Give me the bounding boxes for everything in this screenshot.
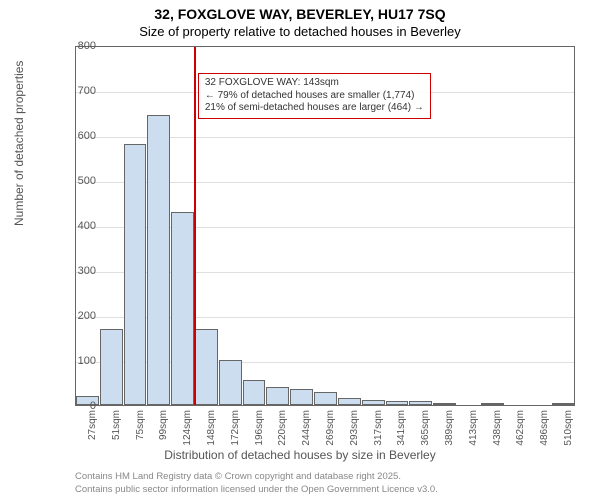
histogram-bar (552, 403, 575, 405)
histogram-bar (195, 329, 218, 406)
x-tick-label: 148sqm (206, 410, 217, 460)
y-tick-label: 600 (56, 130, 96, 142)
histogram-bar (243, 380, 266, 405)
x-tick-label: 486sqm (539, 410, 550, 460)
x-tick-label: 27sqm (87, 410, 98, 460)
y-tick-label: 400 (56, 220, 96, 232)
marker-line (194, 47, 196, 405)
x-tick-label: 317sqm (373, 410, 384, 460)
credits: Contains HM Land Registry data © Crown c… (75, 471, 438, 496)
x-tick-label: 75sqm (135, 410, 146, 460)
x-tick-label: 220sqm (277, 410, 288, 460)
histogram-bar (314, 392, 337, 406)
callout-line: ← 79% of detached houses are smaller (1,… (205, 90, 424, 103)
histogram-bar (171, 212, 194, 406)
histogram-bar (409, 401, 432, 405)
histogram-bar (124, 144, 147, 405)
chart-title-1: 32, FOXGLOVE WAY, BEVERLEY, HU17 7SQ (0, 0, 600, 22)
x-tick-label: 389sqm (444, 410, 455, 460)
x-tick-label: 172sqm (230, 410, 241, 460)
histogram-bar (386, 401, 409, 406)
chart-container: 32, FOXGLOVE WAY, BEVERLEY, HU17 7SQ Siz… (0, 0, 600, 500)
y-tick-label: 300 (56, 265, 96, 277)
histogram-bar (362, 400, 385, 405)
x-tick-label: 99sqm (158, 410, 169, 460)
y-tick-label: 200 (56, 310, 96, 322)
chart-title-2: Size of property relative to detached ho… (0, 22, 600, 39)
x-tick-label: 124sqm (182, 410, 193, 460)
y-tick-label: 800 (56, 40, 96, 52)
marker-callout: 32 FOXGLOVE WAY: 143sqm← 79% of detached… (198, 73, 431, 119)
histogram-bar (338, 398, 361, 405)
credits-line-1: Contains HM Land Registry data © Crown c… (75, 471, 438, 483)
histogram-bar (433, 403, 456, 405)
callout-line: 21% of semi-detached houses are larger (… (205, 102, 424, 115)
x-tick-label: 196sqm (254, 410, 265, 460)
chart-area: 32 FOXGLOVE WAY: 143sqm← 79% of detached… (75, 46, 575, 406)
histogram-bar (290, 389, 313, 405)
x-tick-label: 365sqm (420, 410, 431, 460)
x-tick-label: 413sqm (468, 410, 479, 460)
x-tick-label: 438sqm (492, 410, 503, 460)
y-tick-label: 100 (56, 355, 96, 367)
y-tick-label: 700 (56, 85, 96, 97)
callout-line: 32 FOXGLOVE WAY: 143sqm (205, 77, 424, 90)
credits-line-2: Contains public sector information licen… (75, 484, 438, 496)
x-tick-label: 244sqm (301, 410, 312, 460)
x-tick-label: 510sqm (563, 410, 574, 460)
x-tick-label: 269sqm (325, 410, 336, 460)
x-tick-label: 293sqm (349, 410, 360, 460)
histogram-bar (100, 329, 123, 406)
x-tick-label: 462sqm (515, 410, 526, 460)
histogram-bar (481, 403, 504, 405)
histogram-bar (147, 115, 170, 405)
x-tick-label: 341sqm (396, 410, 407, 460)
y-tick-label: 500 (56, 175, 96, 187)
histogram-bar (266, 387, 289, 405)
plot-region: 32 FOXGLOVE WAY: 143sqm← 79% of detached… (75, 46, 575, 406)
x-tick-label: 51sqm (111, 410, 122, 460)
histogram-bar (219, 360, 242, 405)
y-axis-title: Number of detached properties (12, 61, 26, 226)
